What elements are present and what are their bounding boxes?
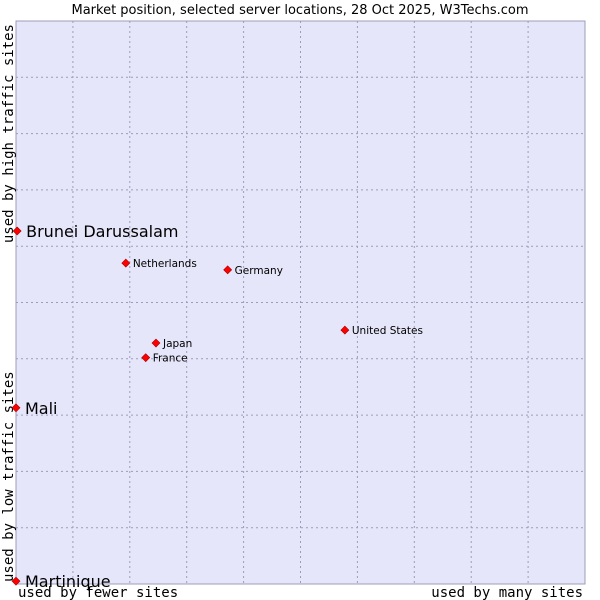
data-points: Brunei Darussalam Netherlands Germany Unite… — [11, 222, 423, 591]
data-point-marker — [121, 258, 131, 268]
data-point-label: France — [153, 353, 188, 365]
data-point-marker — [151, 338, 161, 348]
data-point-label: United States — [352, 325, 423, 337]
data-point-marker — [141, 353, 151, 363]
data-point-label: Germany — [235, 265, 283, 277]
grid-lines — [16, 21, 585, 584]
data-point-marker — [12, 226, 22, 236]
y-axis-label-bottom: used by low traffic sites — [1, 371, 17, 582]
data-point-label: Brunei Darussalam — [26, 222, 178, 241]
x-axis-label-right: used by many sites — [431, 585, 583, 600]
data-point-label: Japan — [162, 338, 192, 350]
data-point-label: Netherlands — [133, 258, 197, 270]
data-point-marker — [11, 403, 21, 413]
data-point-marker — [223, 265, 233, 275]
data-point-marker — [11, 576, 21, 586]
chart-title: Market position, selected server locatio… — [71, 3, 528, 18]
data-point-label: Mali — [25, 399, 58, 418]
data-point-label: Martinique — [25, 572, 111, 591]
data-point-marker — [340, 325, 350, 335]
y-axis-label-top: used by high traffic sites — [1, 24, 17, 243]
x-axis-label-left: used by fewer sites — [18, 585, 178, 600]
